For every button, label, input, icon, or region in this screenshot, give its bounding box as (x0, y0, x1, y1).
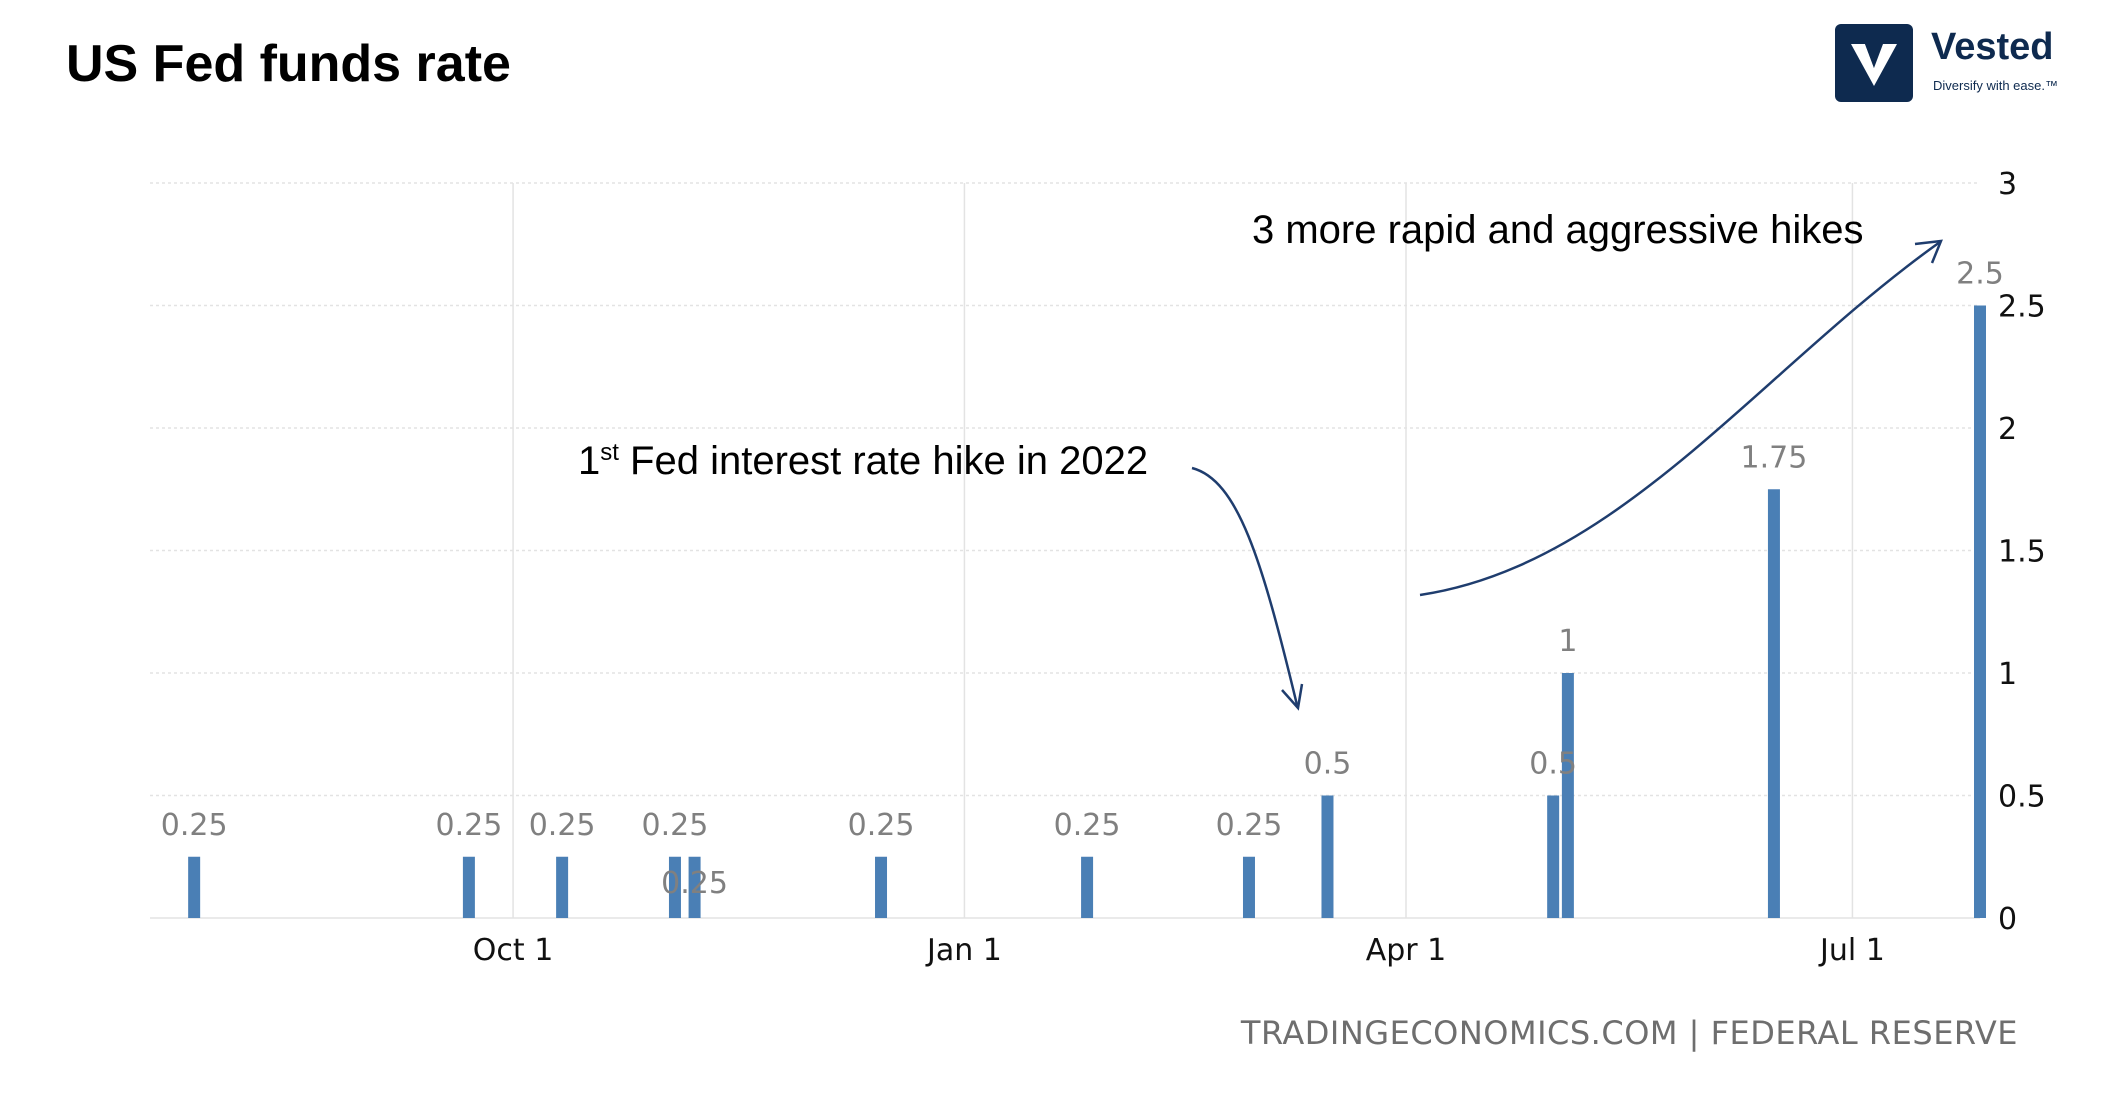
bar (1561, 673, 1574, 918)
arrowhead-more-hikes (1914, 239, 1943, 264)
logo-name: Vested (1931, 26, 2054, 68)
annotation-first-hike-main: 1 (578, 439, 600, 483)
x-tick-label: Jan 1 (925, 933, 1002, 968)
x-tick-label: Oct 1 (473, 933, 554, 968)
y-tick-label: 2.5 (1998, 290, 2046, 325)
bar (875, 856, 888, 918)
data-label: 0.25 (1054, 808, 1121, 843)
bar (1081, 856, 1094, 918)
y-tick-label: 3 (1998, 167, 2017, 202)
grid-layer (150, 182, 1980, 919)
annotation-more-hikes: 3 more rapid and aggressive hikes (1252, 208, 1863, 252)
axis-layer: 0 0.5 1 1.5 2 2.5 3 Oct 1 Jan 1 Apr 1 Jul 1 (473, 167, 2046, 968)
bar (1767, 489, 1780, 918)
data-label: 0.5 (1304, 747, 1352, 782)
bars-layer (188, 305, 1986, 918)
data-labels-layer: 0.25 0.25 0.25 0.250.250.25 0.25 0.250.5 0.511… (161, 257, 2004, 901)
logo-tagline: Diversify with ease.™ (1933, 78, 2058, 93)
annotation-first-hike-rest: Fed interest rate hike in 2022 (619, 439, 1148, 483)
y-tick-label: 1 (1998, 657, 2017, 692)
y-tick-label: 2 (1998, 412, 2017, 447)
page-title: US Fed funds rate (66, 35, 511, 93)
data-label: 0.25 (1216, 808, 1283, 843)
bar (1321, 795, 1334, 918)
arrowhead-first-hike (1281, 683, 1304, 711)
data-label: 0.25 (436, 808, 503, 843)
data-label: 1 (1558, 624, 1577, 659)
data-label: 0.25 (529, 808, 596, 843)
arrow-first-hike (1191, 466, 1299, 706)
bar (688, 856, 701, 918)
bar (188, 856, 201, 918)
bar (556, 856, 569, 918)
x-tick-label: Apr 1 (1366, 933, 1447, 968)
bar (668, 856, 681, 918)
data-label: 0.5 (1529, 747, 1577, 782)
y-tick-label: 0 (1998, 902, 2017, 937)
bar (1547, 795, 1560, 918)
data-label: 0.25 (848, 808, 915, 843)
vested-logo: Vested Diversify with ease.™ (1835, 24, 2075, 104)
data-label: 0.25 (642, 808, 709, 843)
y-tick-label: 0.5 (1998, 780, 2046, 815)
bar (1242, 856, 1255, 918)
data-label: 0.25 (161, 808, 228, 843)
bar (462, 856, 475, 918)
source-credit: TRADINGECONOMICS.COM | FEDERAL RESERVE (1240, 1014, 2018, 1052)
vested-v-logo-icon (1835, 24, 1913, 102)
annotation-first-hike: 1st Fed interest rate hike in 2022 (578, 439, 1148, 483)
annotation-layer: 1st Fed interest rate hike in 2022 3 mor… (578, 208, 1943, 711)
x-tick-label: Jul 1 (1818, 933, 1885, 968)
data-label: 0.25 (661, 866, 728, 901)
annotation-first-hike-sup: st (600, 439, 619, 466)
data-label: 2.5 (1956, 257, 2004, 292)
data-label: 1.75 (1741, 440, 1808, 475)
y-tick-label: 1.5 (1998, 535, 2046, 570)
arrow-more-hikes (1419, 240, 1941, 597)
bar (1974, 305, 1986, 918)
